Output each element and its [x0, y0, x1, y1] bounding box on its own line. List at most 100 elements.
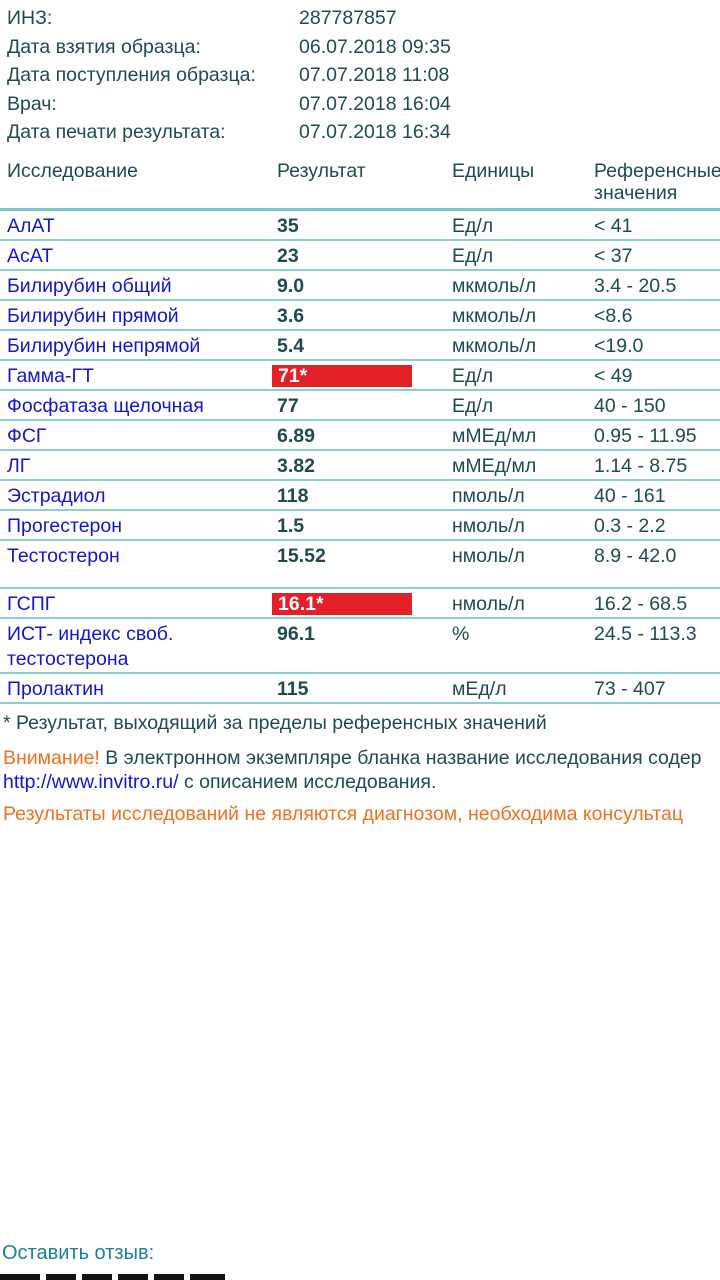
warning-label: Внимание! [3, 747, 100, 769]
reference-range: 3.4 - 20.5 [594, 270, 720, 301]
info-value: 07.07.2018 16:34 [299, 121, 451, 143]
table-row: АсАТ 23 Ед/л < 37 [0, 240, 720, 271]
table-row: Тестостерон 15.52 нмоль/л 8.9 - 42.0 [0, 540, 720, 589]
result-value: 15.52 [277, 545, 326, 567]
table-header: Исследование Результат Единицы Референсн… [0, 156, 720, 211]
units: пмоль/л [452, 480, 594, 511]
info-row: ИНЗ: 287787857 [7, 4, 397, 33]
info-row: Врач: 07.07.2018 16:04 [7, 90, 451, 119]
table-row: Фосфатаза щелочная 77 Ед/л 40 - 150 [0, 390, 720, 421]
invitro-link[interactable]: http://www.invitro.ru/ [3, 771, 179, 793]
reference-range: <8.6 [594, 300, 720, 331]
units: нмоль/л [452, 588, 594, 619]
reference-range: 40 - 161 [594, 480, 720, 511]
warning-text-2: с описанием исследования. [178, 771, 437, 793]
info-value: 07.07.2018 11:08 [299, 64, 450, 86]
test-name-link[interactable]: Тестостерон [7, 545, 120, 567]
info-label: Дата взятия образца: [7, 35, 201, 58]
units: нмоль/л [452, 540, 594, 589]
test-name-link[interactable]: Билирубин прямой [7, 305, 179, 327]
warning-note: Внимание! В электронном экземпляре бланк… [3, 746, 717, 794]
results-table: Исследование Результат Единицы Референсн… [0, 156, 720, 704]
reference-range: < 41 [594, 209, 720, 241]
invitro-logo [0, 1274, 225, 1280]
table-row: ИСТ- индекс своб. тестостерона 96.1 % 24… [0, 618, 720, 674]
table-row: Прогестерон 1.5 нмоль/л 0.3 - 2.2 [0, 510, 720, 541]
result-value: 5.4 [277, 335, 305, 357]
info-label: Дата поступления образца: [7, 64, 256, 86]
units: мкмоль/л [452, 300, 594, 331]
units: мкмоль/л [452, 330, 594, 361]
reference-range: 73 - 407 [594, 673, 720, 704]
result-value: 77 [277, 395, 299, 417]
test-name-link[interactable]: Билирубин непрямой [7, 335, 201, 357]
test-name-link[interactable]: Прогестерон [7, 515, 123, 537]
result-value: 9.0 [277, 275, 305, 297]
result-value: 115 [277, 678, 309, 700]
table-row: ГСПГ 16.1* нмоль/л 16.2 - 68.5 [0, 588, 720, 619]
units: Ед/л [452, 240, 594, 271]
test-name-link[interactable]: Фосфатаза щелочная [7, 395, 204, 417]
info-label: Дата печати результата: [7, 121, 226, 143]
units: % [452, 618, 594, 674]
result-value: 6.89 [277, 425, 315, 447]
info-row: Дата печати результата: 07.07.2018 16:34 [7, 118, 451, 147]
info-row: Дата взятия образца: 06.07.2018 09:35 [7, 33, 451, 62]
reference-range: < 37 [594, 240, 720, 271]
test-name-link[interactable]: Эстрадиол [7, 485, 106, 507]
sample-info: ИНЗ: 287787857 Дата взятия образца: 06.07.2… [7, 4, 451, 147]
result-value: 3.6 [277, 305, 305, 327]
test-name-link[interactable]: Гамма-ГТ [7, 365, 94, 387]
table-row: Билирубин прямой 3.6 мкмоль/л <8.6 [0, 300, 720, 331]
test-name-link[interactable]: ФСГ [7, 425, 47, 447]
info-value: 287787857 [299, 7, 397, 29]
reference-range: <19.0 [594, 330, 720, 361]
units: мМЕд/мл [452, 450, 594, 481]
test-name-link[interactable]: АлАТ [7, 215, 55, 237]
results-section: Исследование Результат Единицы Референсн… [0, 156, 720, 826]
units: мкмоль/л [452, 270, 594, 301]
test-name-link[interactable]: Пролактин [7, 678, 104, 700]
reference-range: 0.95 - 11.95 [594, 420, 720, 451]
test-name-link[interactable]: ИСТ- индекс своб. тестостерона [7, 623, 174, 670]
leave-review-link[interactable]: Оставить отзыв: [2, 1242, 155, 1264]
result-value: 35 [277, 215, 299, 237]
info-label: ИНЗ: [7, 7, 53, 29]
table-row: Билирубин общий 9.0 мкмоль/л 3.4 - 20.5 [0, 270, 720, 301]
units: мМЕд/мл [452, 420, 594, 451]
warning-text: В электронном экземпляре бланка название… [99, 747, 702, 769]
out-of-range-flag: 71* [272, 365, 412, 387]
reference-range: 1.14 - 8.75 [594, 450, 720, 481]
table-row: ФСГ 6.89 мМЕд/мл 0.95 - 11.95 [0, 420, 720, 451]
table-row: Пролактин 115 мЕд/л 73 - 407 [0, 673, 720, 704]
header-units: Единицы [452, 156, 594, 211]
test-name-link[interactable]: АсАТ [7, 245, 54, 267]
header-test: Исследование [0, 156, 277, 211]
reference-range: 0.3 - 2.2 [594, 510, 720, 541]
table-row: ЛГ 3.82 мМЕд/мл 1.14 - 8.75 [0, 450, 720, 481]
reference-range: 24.5 - 113.3 [594, 618, 720, 674]
reference-range: 8.9 - 42.0 [594, 540, 720, 589]
info-value: 07.07.2018 16:04 [299, 92, 451, 115]
units: Ед/л [452, 360, 594, 391]
test-name-link[interactable]: ЛГ [7, 455, 31, 477]
result-value: 1.5 [277, 515, 305, 537]
reference-range: 16.2 - 68.5 [594, 588, 720, 619]
info-value: 06.07.2018 09:35 [299, 35, 451, 58]
units: нмоль/л [452, 510, 594, 541]
table-row: АлАТ 35 Ед/л < 41 [0, 209, 720, 241]
info-row: Дата поступления образца: 07.07.2018 11:0… [7, 61, 449, 90]
table-row: Гамма-ГТ 71* Ед/л < 49 [0, 360, 720, 391]
header-result: Результат [277, 156, 452, 211]
result-value: 23 [277, 245, 299, 267]
units: Ед/л [452, 209, 594, 241]
result-value: 3.82 [277, 455, 315, 477]
test-name-link[interactable]: Билирубин общий [7, 275, 172, 297]
table-row: Эстрадиол 118 пмоль/л 40 - 161 [0, 480, 720, 511]
header-ref: Референсные значения [594, 156, 720, 211]
reference-range: 40 - 150 [594, 390, 720, 421]
table-row: Билирубин непрямой 5.4 мкмоль/л <19.0 [0, 330, 720, 361]
reference-range: < 49 [594, 360, 720, 391]
result-value: 96.1 [277, 623, 315, 645]
test-name-link[interactable]: ГСПГ [7, 593, 56, 615]
